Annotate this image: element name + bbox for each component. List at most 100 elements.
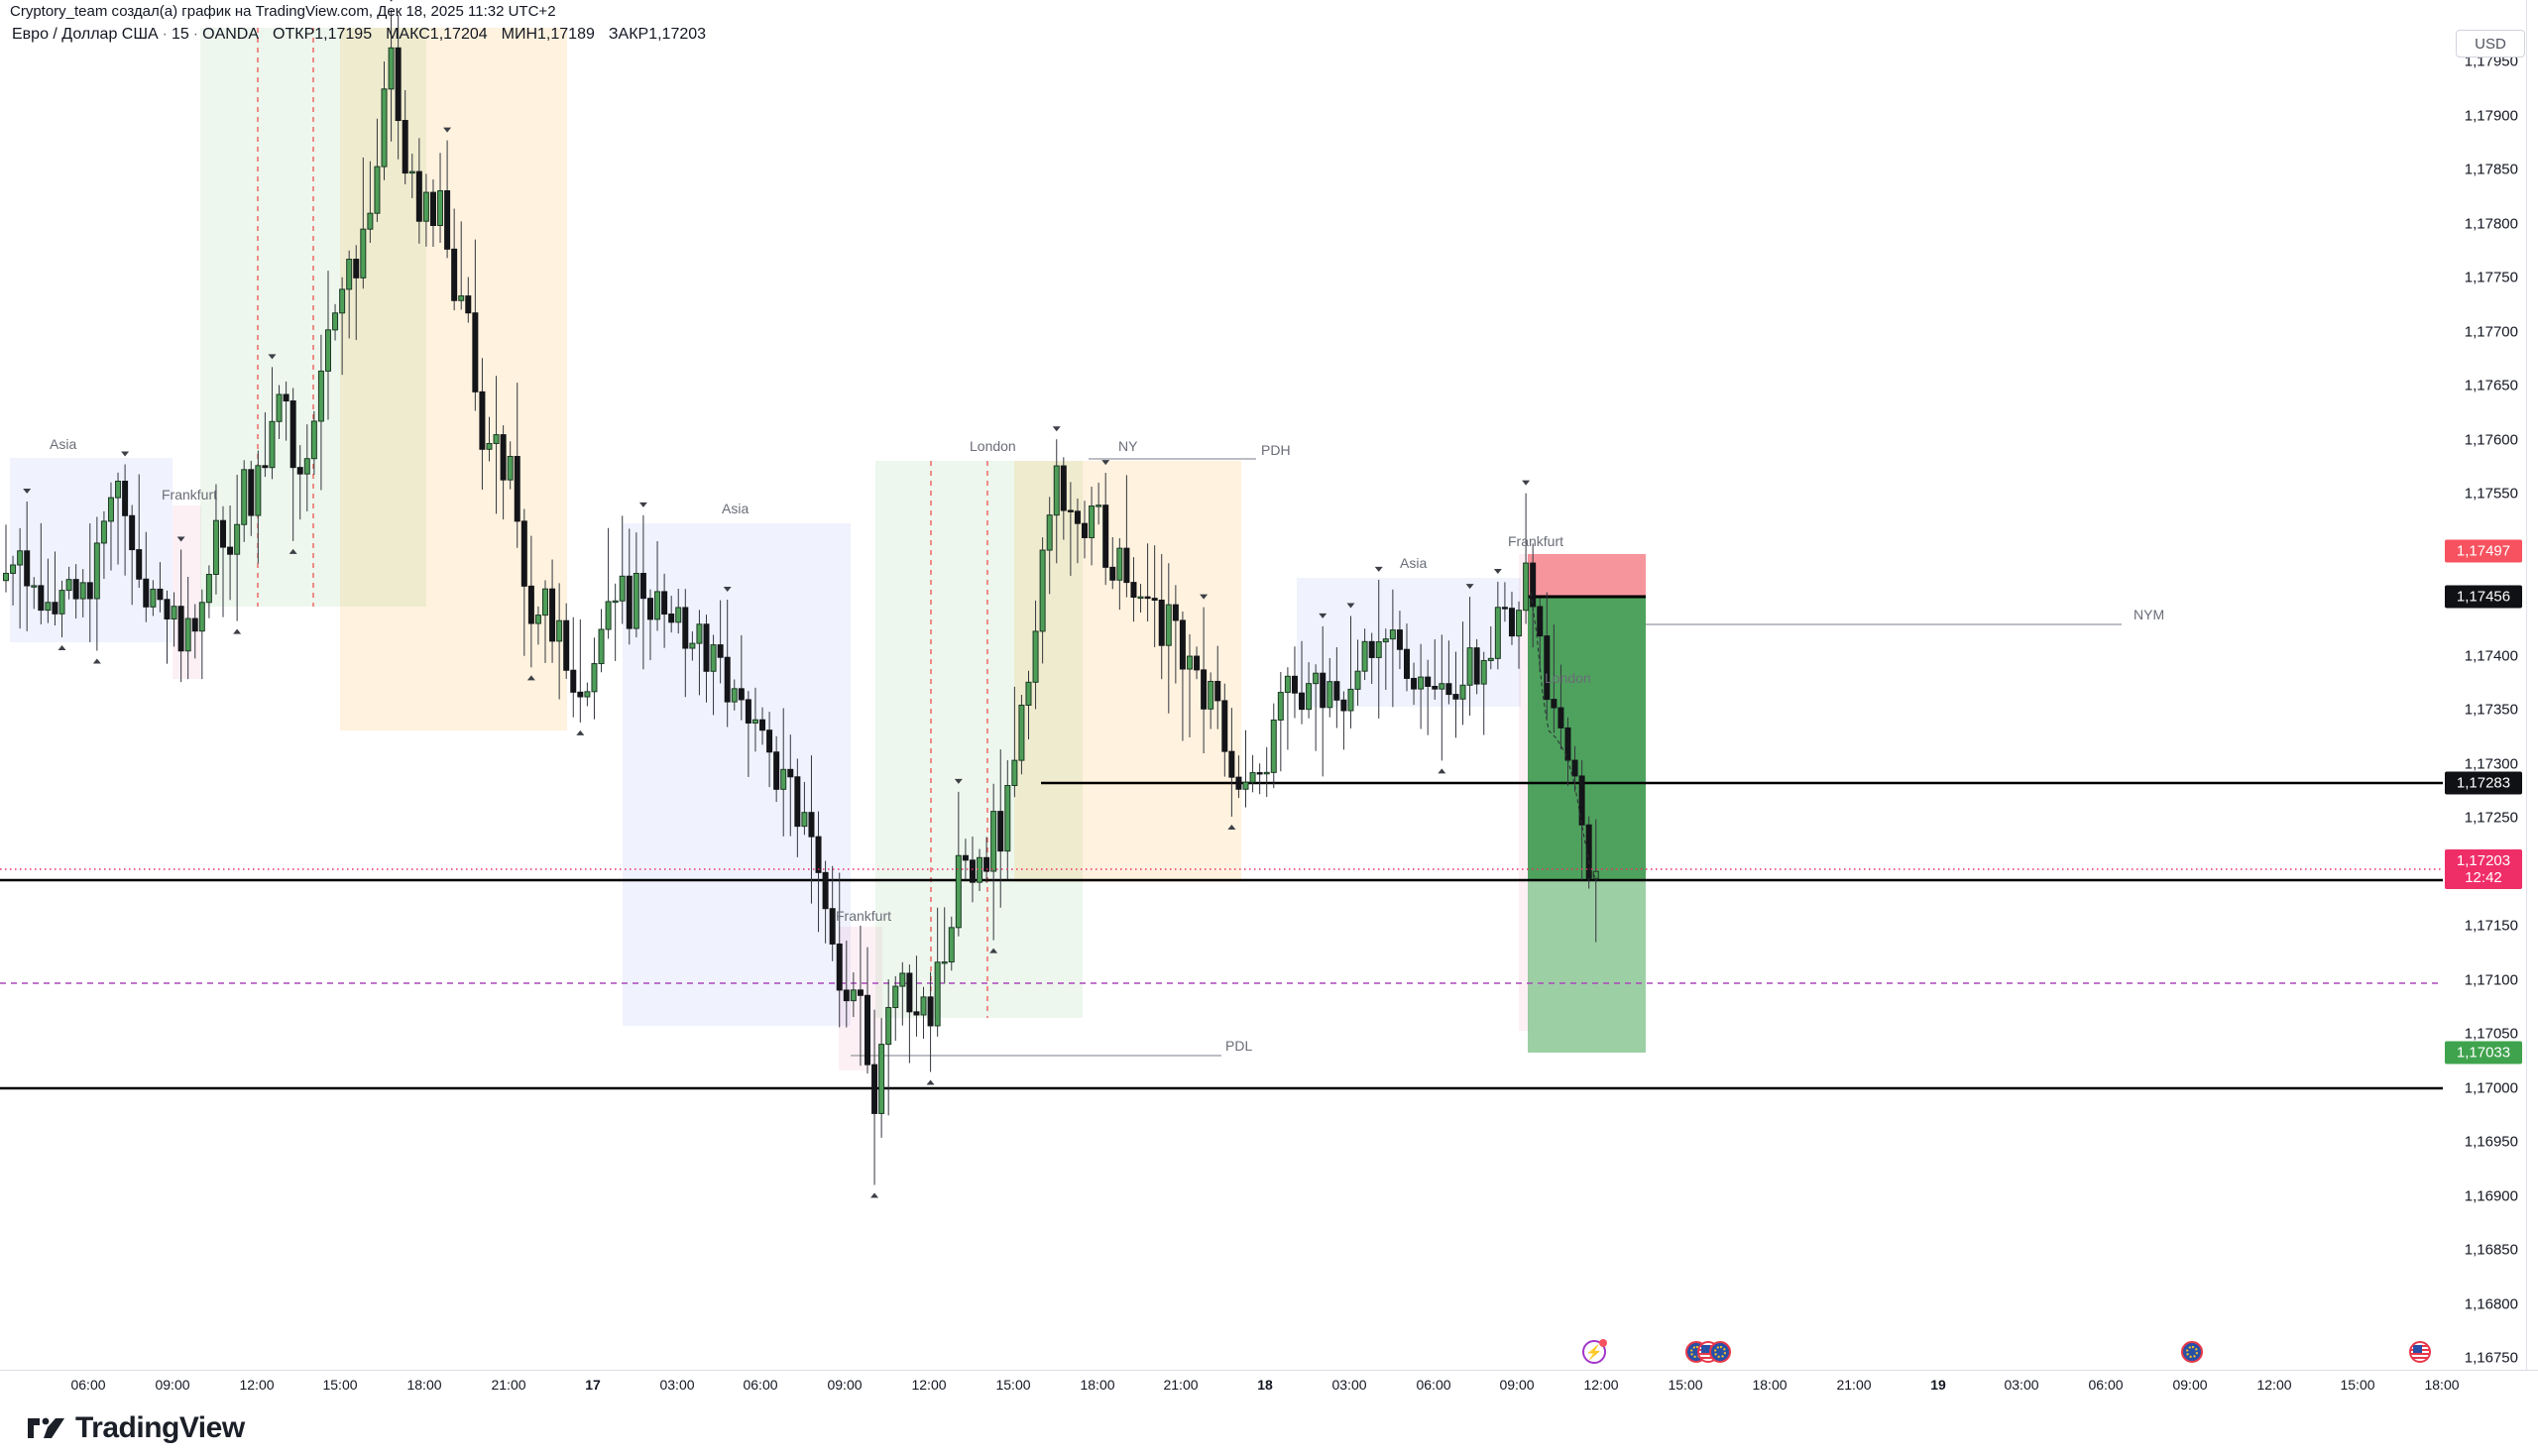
candle-body	[444, 190, 451, 250]
candle-body	[1578, 775, 1585, 826]
time-axis-label: 06:00	[2088, 1377, 2124, 1393]
entry-price: 1,17456	[2445, 585, 2522, 609]
candle-body	[920, 996, 927, 1016]
candle-body	[808, 812, 815, 838]
symbol-name[interactable]: Евро / Доллар США	[12, 26, 159, 43]
stop-loss-price: 1,17497	[2445, 539, 2522, 563]
candle-body	[1473, 647, 1480, 685]
candle-body	[527, 585, 534, 624]
candle-body	[668, 614, 675, 623]
candle-body	[1439, 683, 1445, 690]
candle-body	[773, 751, 780, 790]
candle-body	[1411, 677, 1418, 690]
ohlc-field: МИН1,17189	[501, 26, 595, 43]
candle-body	[1053, 465, 1060, 516]
swing-low-marker	[989, 948, 998, 953]
time-axis[interactable]: 06:00 09:00 12:00 15:00 18:00 21:00 17 03:00 06:…	[0, 1370, 2538, 1400]
candle-body	[717, 644, 724, 658]
candle-body	[65, 579, 72, 592]
candle-body	[619, 575, 626, 602]
candle-body	[1516, 610, 1523, 637]
symbol-legend[interactable]: Евро / Доллар США · 15 · OANDA ОТКР1,17195 МАК…	[12, 26, 706, 44]
swing-low-marker	[526, 675, 535, 681]
time-axis-label: 15:00	[322, 1377, 358, 1393]
candle-body	[289, 400, 296, 469]
session-label-frankfurt: Frankfurt	[162, 487, 218, 503]
session-label-asia: Asia	[1400, 555, 1428, 571]
candle-body	[1151, 598, 1158, 602]
candle-body	[227, 546, 234, 555]
candle-body	[157, 588, 164, 601]
swing-high-marker	[1346, 603, 1355, 609]
candle-body	[983, 856, 990, 872]
time-axis-label: 06:00	[70, 1377, 106, 1393]
candle-body	[374, 166, 381, 214]
candle-body	[751, 719, 758, 724]
candle-body	[296, 467, 303, 475]
candle-body	[1082, 522, 1089, 538]
candle-body	[534, 615, 541, 624]
candle-body	[58, 590, 65, 615]
candle-body	[1144, 596, 1151, 600]
candle-body	[1194, 655, 1201, 671]
candle-body	[563, 619, 570, 671]
event-icon-flags-cluster[interactable]	[1685, 1341, 1733, 1363]
candle-body	[1501, 607, 1508, 610]
candle-body	[934, 961, 941, 1027]
time-axis-label: 21:00	[1836, 1377, 1872, 1393]
candle-body	[906, 972, 913, 1013]
candle-body	[689, 642, 696, 649]
candle-body	[598, 628, 605, 665]
swing-low-marker	[1227, 824, 1236, 830]
tradingview-logo[interactable]: TradingView	[26, 1411, 245, 1445]
candle-body	[17, 550, 24, 566]
candle-body	[1018, 704, 1025, 761]
candle-body	[100, 520, 107, 544]
candle-body	[422, 191, 429, 222]
candle-body	[1551, 699, 1557, 709]
candle-body	[1452, 694, 1459, 700]
candle-body	[38, 585, 45, 612]
time-axis-label: 15:00	[995, 1377, 1031, 1393]
candle-body	[1425, 676, 1432, 687]
candle-body	[836, 943, 843, 991]
candle-body	[1313, 672, 1320, 685]
session-label-nym: NYM	[2134, 607, 2165, 622]
time-axis-label: 06:00	[1416, 1377, 1451, 1393]
candle-body	[339, 288, 346, 314]
swing-high-marker	[121, 451, 130, 457]
candle-body	[969, 859, 976, 883]
candle-body	[675, 607, 682, 623]
candle-body	[612, 600, 619, 604]
candle-body	[86, 582, 93, 600]
time-axis-label: 03:00	[659, 1377, 695, 1393]
candle-body	[164, 599, 171, 619]
attribution-text: Cryptory_team создал(а) график на Tradin…	[10, 3, 556, 20]
exchange-name[interactable]: OANDA	[202, 26, 260, 43]
time-axis-label: 12:00	[911, 1377, 947, 1393]
swing-low-marker	[926, 1079, 935, 1085]
ohlc-field: ОТКР1,17195	[273, 26, 373, 43]
candle-body	[1089, 505, 1096, 538]
candle-body	[1508, 608, 1515, 637]
interval-value[interactable]: 15	[172, 26, 189, 43]
candle-body	[605, 601, 612, 630]
candle-body	[1060, 465, 1067, 511]
time-axis-label: 12:00	[239, 1377, 275, 1393]
candle-body	[710, 644, 717, 672]
swing-high-marker	[1465, 584, 1474, 590]
candle-body	[1256, 772, 1263, 775]
time-axis-label: 09:00	[1499, 1377, 1535, 1393]
price-axis[interactable]: 1,17950 1,17900 1,17850 1,17800 1,17750 1,177…	[2443, 0, 2527, 1370]
candle-body	[1375, 641, 1382, 658]
price-axis-label: 1,17700	[2464, 323, 2518, 341]
swing-high-marker	[390, 0, 393, 2]
candle-body	[429, 191, 436, 226]
session-box-london	[875, 461, 1083, 1018]
price-axis-label: 1,17400	[2464, 647, 2518, 665]
candle-body	[129, 514, 136, 551]
candle-body	[1039, 549, 1046, 632]
candle-body	[310, 420, 317, 460]
